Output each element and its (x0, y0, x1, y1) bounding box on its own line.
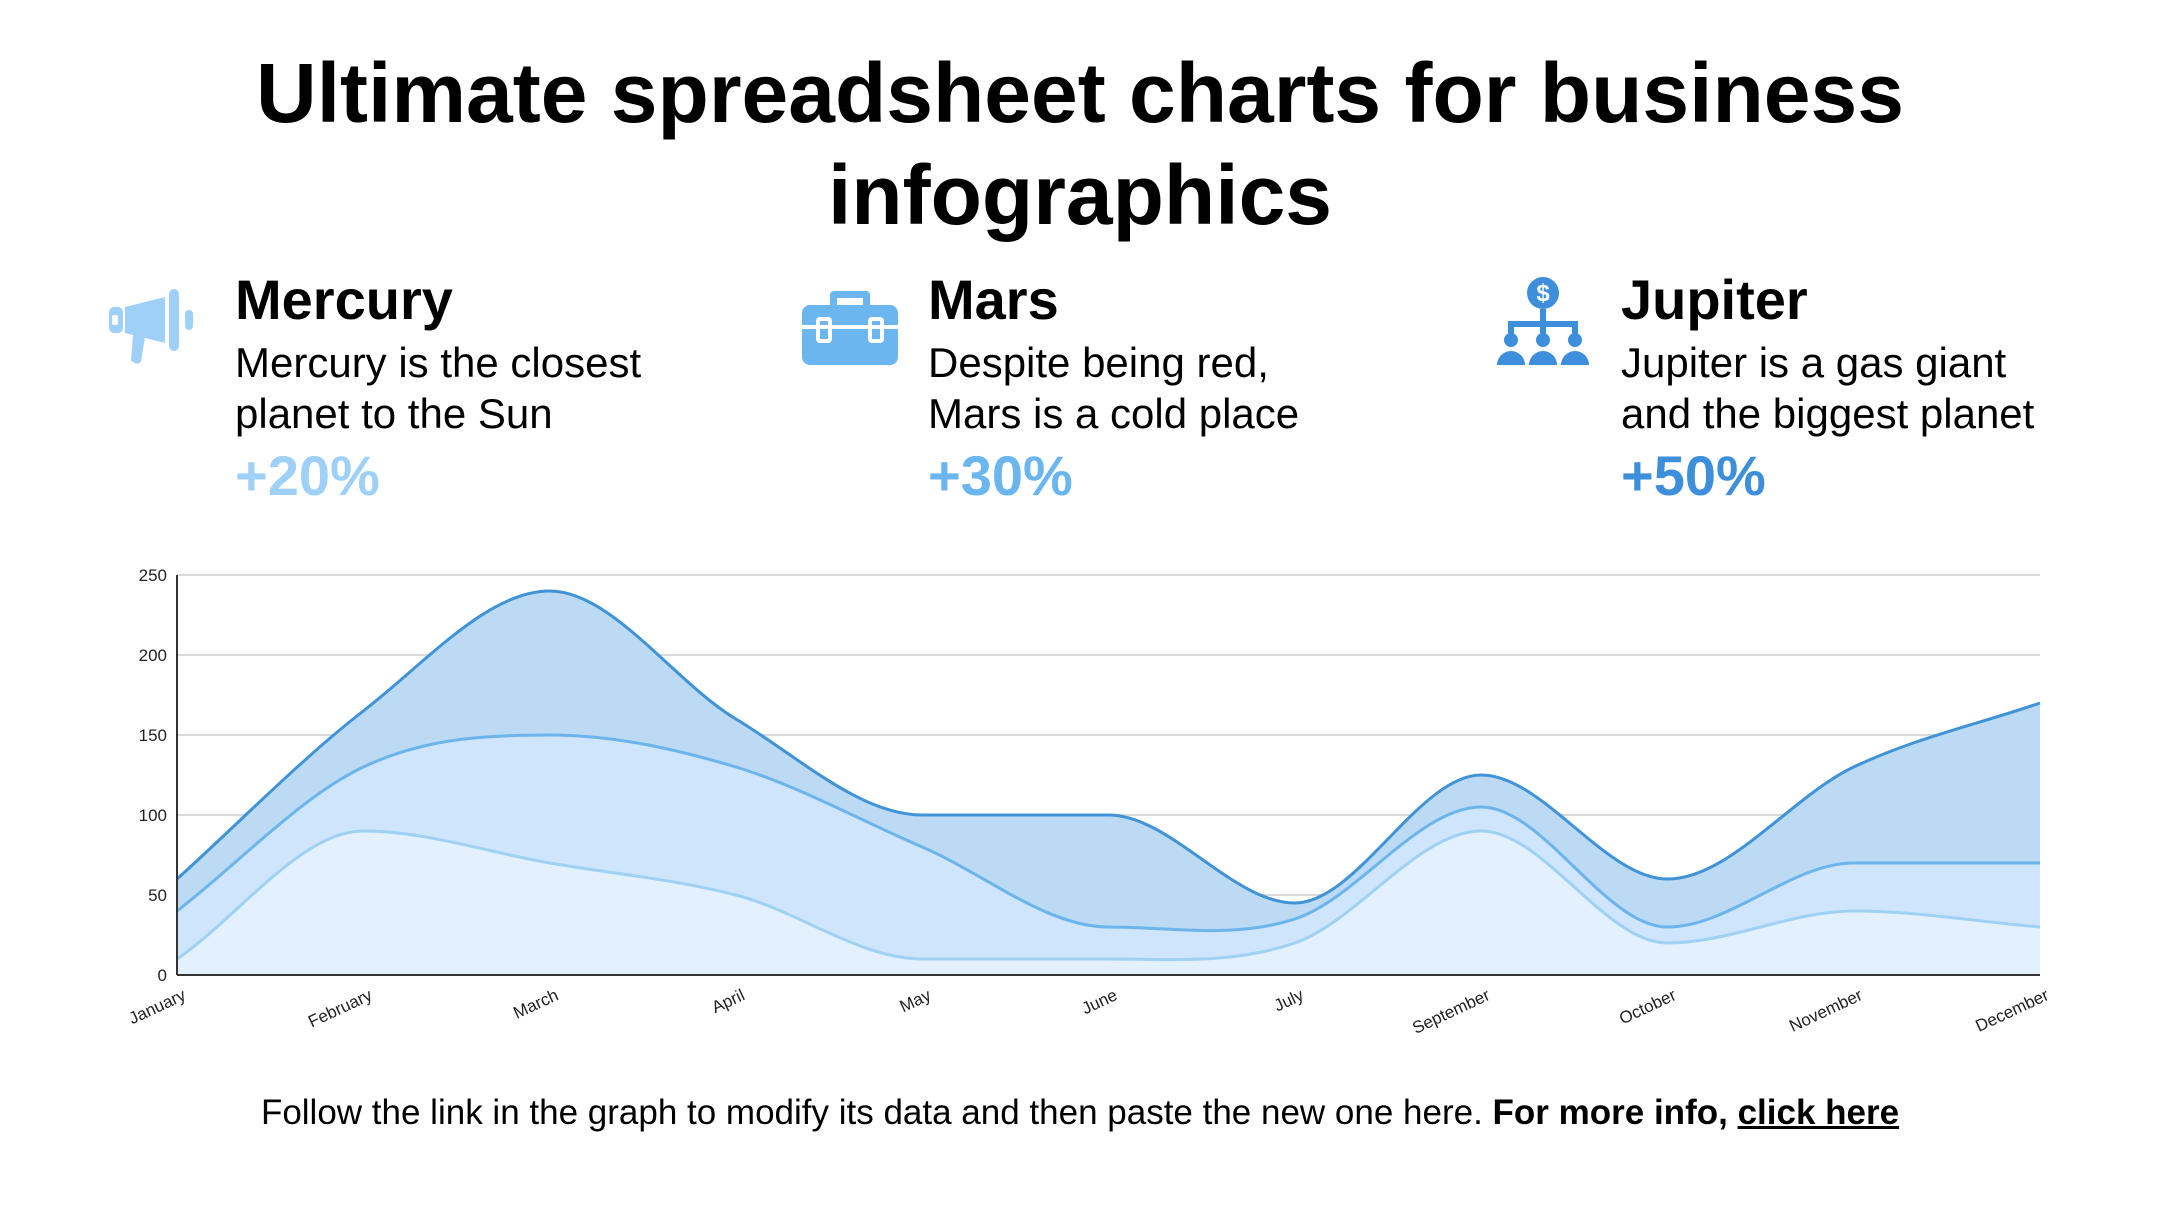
card-title: Mars (928, 268, 1059, 331)
area-chart: 0 50 100 150 200 250 January February March April… (126, 566, 2052, 1038)
chart-axes (176, 575, 2040, 976)
card-description: Despite being red, Mars is a cold place (928, 337, 1488, 439)
title-line-2: infographics (827, 148, 1333, 242)
card-description-line: Despite being red, (928, 339, 1269, 386)
y-tick-label: 250 (139, 566, 167, 585)
x-tick-label: February (305, 985, 375, 1031)
x-tick-label: July (1271, 985, 1307, 1015)
briefcase-icon (802, 291, 898, 365)
card-description-line: and the biggest planet (1621, 390, 2035, 437)
y-tick-label: 150 (139, 726, 167, 745)
card-title: Jupiter (1621, 268, 1808, 331)
footer-bold-text: For more info, (1492, 1093, 1728, 1132)
card-percent: +50% (1621, 444, 1766, 507)
series-3-area (177, 831, 2040, 975)
x-tick-label: May (897, 985, 935, 1016)
y-tick-label: 100 (139, 806, 167, 825)
series-3-line (176, 829, 2041, 962)
x-tick-label: September (1409, 985, 1493, 1038)
megaphone-icon (109, 289, 193, 364)
organization-dollar-icon: $ (1497, 277, 1589, 365)
click-here-link[interactable]: click here (1737, 1093, 1900, 1132)
x-tick-label: March (510, 985, 561, 1022)
footer-note: Follow the link in the graph to modify i… (0, 1091, 2160, 1135)
card-description-line: Jupiter is a gas giant (1621, 339, 2007, 386)
chart-areas (175, 589, 2041, 975)
card-description-line: Mars is a cold place (928, 390, 1300, 437)
y-tick-label: 50 (148, 886, 167, 905)
card-percent: +20% (235, 444, 380, 507)
title-line-1: Ultimate spreadsheet charts for business (256, 46, 1904, 140)
card-description: Mercury is the closest planet to the Sun (235, 337, 795, 439)
series-2-line (176, 733, 2040, 933)
x-tick-label: December (1973, 985, 2052, 1036)
y-tick-label: 0 (158, 966, 167, 985)
card-description-line: planet to the Sun (235, 390, 553, 437)
card-title: Mercury (235, 268, 453, 331)
x-tick-label: November (1786, 985, 1865, 1036)
x-tick-label: June (1079, 985, 1120, 1018)
footer-text: Follow the link in the graph to modify i… (260, 1093, 1483, 1132)
svg-text:$: $ (1536, 280, 1550, 307)
y-tick-label: 200 (139, 646, 167, 665)
card-description-line: Mercury is the closest (235, 339, 642, 386)
card-description: Jupiter is a gas giant and the biggest p… (1621, 337, 2160, 439)
card-percent: +30% (928, 444, 1073, 507)
series-1-line (175, 589, 2041, 905)
x-tick-label: October (1616, 985, 1679, 1028)
x-tick-label: January (126, 985, 189, 1028)
x-tick-label: April (709, 985, 748, 1017)
page-title: Ultimate spreadsheet charts for business… (0, 42, 2160, 246)
